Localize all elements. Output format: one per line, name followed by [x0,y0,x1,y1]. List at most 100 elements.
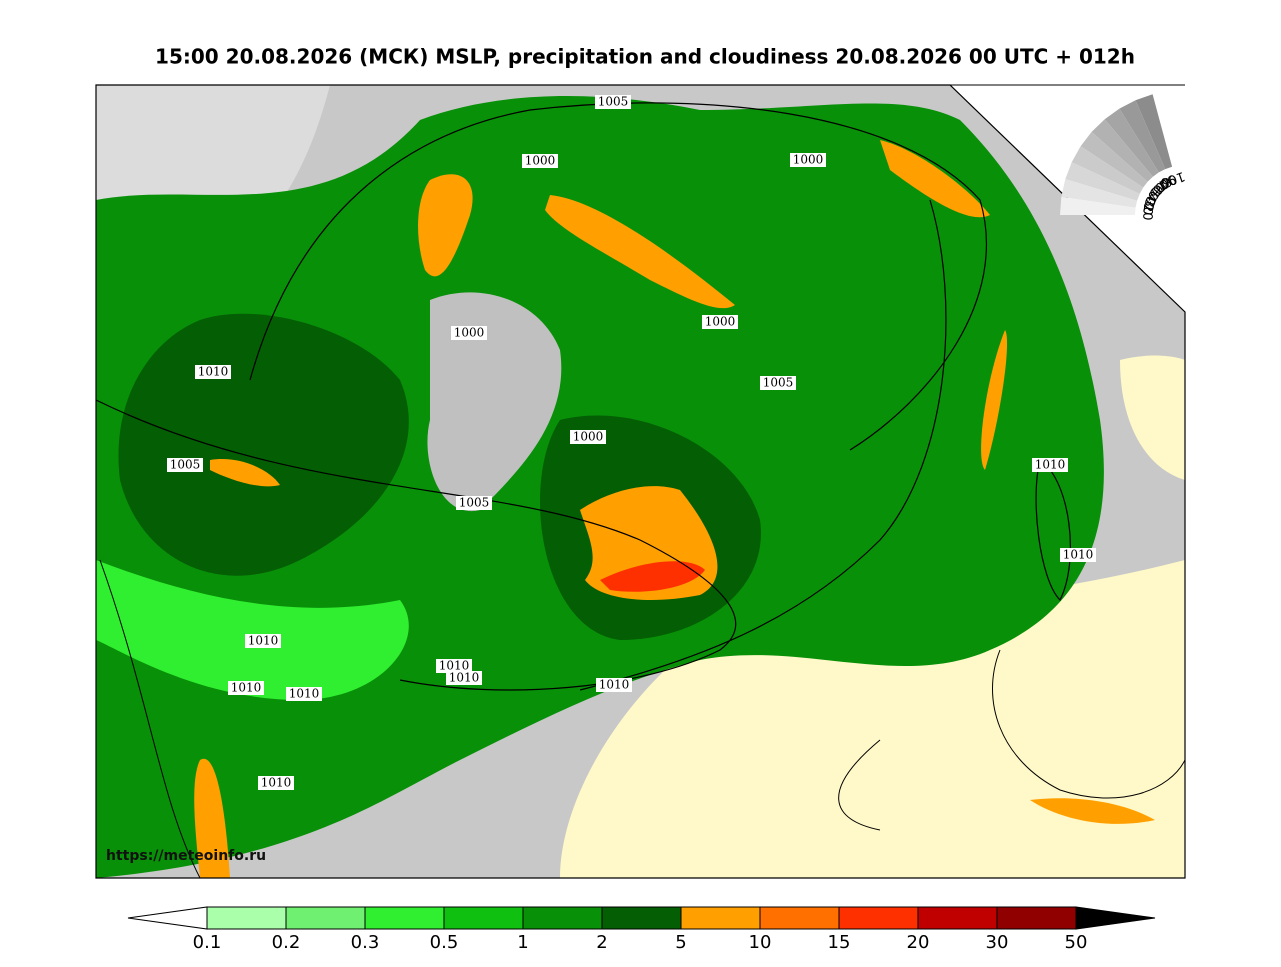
isobar-label-bg [456,496,492,510]
heavy-precip [1030,798,1155,824]
cloud-scale-segment [1119,100,1166,173]
isobar-label: 1010 [449,671,480,685]
title: 15:00 20.08.2026 (МСК) MSLP, precipitati… [155,45,1135,69]
colorbar-label: 1 [517,932,528,953]
colorbar-low [127,906,208,930]
colorbar-label: 15 [828,932,851,953]
colorbar-label: 0.3 [351,932,380,953]
cloud-scale-segment [1091,119,1153,182]
cloud-scale-label: 40 [1140,191,1160,212]
cloud-scale-label: 90 [1157,171,1179,192]
colorbar-label: 30 [986,932,1009,953]
isobar-label-bg [522,154,558,168]
isobar-label-bg [286,687,322,701]
colorbar-label: 0.1 [193,932,222,953]
isobar-label: 1010 [198,365,229,379]
cloud-scale-label: 30 [1139,197,1157,216]
isobar-label: 1010 [261,776,292,790]
cloud-scale-segment [1060,196,1136,215]
isobar-label: 1010 [439,659,470,673]
colorbar-segment [917,906,998,930]
isobar-label-bg [446,671,482,685]
colorbar-label: 5 [675,932,686,953]
isobar-label: 1010 [231,681,262,695]
isobar-label: 1000 [573,430,604,444]
isobar-label-bg [570,430,606,444]
isobar-label-bg [595,95,631,109]
colorbar-segment [680,906,761,930]
isobar-label-bg [790,153,826,167]
heavy-precip [600,561,705,592]
colorbar-high [1075,906,1156,930]
heavy-precip [418,174,473,277]
colorbar-segment [443,906,524,930]
map [96,85,1185,878]
cloud-scale-label: 20 [1139,203,1155,221]
colorbar-segment [601,906,682,930]
cloud-scale-segment [1071,146,1144,194]
coastline [99,559,1185,878]
isobar-label-bg [702,315,738,329]
cloud-scale-segment [1080,131,1148,188]
isobar-label-bg [245,634,281,648]
isobar-label: 1005 [763,376,794,390]
cloud-scale-segment [1135,94,1173,170]
colorbar-label: 0.2 [272,932,301,953]
source-url: https://meteoinfo.ru [106,848,266,864]
isobar [249,102,988,451]
isobar-label-bg [436,659,472,673]
isobar-label: 1000 [454,326,485,340]
heavy-precip [210,459,280,487]
isobar-label-bg [596,678,632,692]
heavy-precip [880,140,990,218]
colorbar-segment [759,906,840,930]
isobar-label-bg [1032,458,1068,472]
colorbar: 0.1 0.2 0.3 0.5 1 2 5 10 15 20 30 50 [127,906,1156,953]
isobar-label: 1010 [1063,548,1094,562]
map-frame [95,84,1186,879]
isobar-label-bg [195,365,231,379]
cloud-scale-label: 50 [1141,186,1162,208]
colorbar-label: 10 [749,932,772,953]
heavy-precip [981,330,1008,470]
isobar-label: 1010 [289,687,320,701]
colorbar-label: 0.5 [430,932,459,953]
isobar-label: 1000 [525,154,556,168]
isobar [579,199,947,691]
isobar-label-bg [760,376,796,390]
isobar-label: 1010 [1035,458,1066,472]
colorbar-label: 50 [1065,932,1088,953]
colorbar-segment [996,906,1077,930]
isobar [96,399,737,691]
isobar-label: 1010 [248,634,279,648]
precip-area [118,313,409,576]
isobar-label: 1000 [793,153,824,167]
isobar-label: 1000 [705,315,736,329]
isobar-label: 1005 [598,95,629,109]
colorbar-segment [838,906,919,930]
precip-area [96,560,409,700]
colorbar-label: 2 [596,932,607,953]
colorbar-segment [364,906,445,930]
isobar-label-bg [1060,548,1096,562]
isobar-label-bg [451,326,487,340]
colorbar-segment [522,906,603,930]
colorbar-segment [206,906,287,930]
cloud-scale-segment [1061,179,1138,208]
cloud-scale-segment [1065,162,1140,201]
isobar-label: 1010 [599,678,630,692]
isobar-label-bg [258,776,294,790]
dry-area [1120,355,1185,480]
heavy-precip [545,195,735,309]
isobar-label: 1005 [170,458,201,472]
isobar [1035,459,1071,602]
isobar-label-bg [167,458,203,472]
isobar-label: 1005 [459,496,490,510]
cloud-scale-segment [1104,108,1159,177]
cloud-area [427,292,562,512]
isobar-label-bg [228,681,264,695]
colorbar-label: 20 [907,932,930,953]
colorbar-segment [285,906,366,930]
